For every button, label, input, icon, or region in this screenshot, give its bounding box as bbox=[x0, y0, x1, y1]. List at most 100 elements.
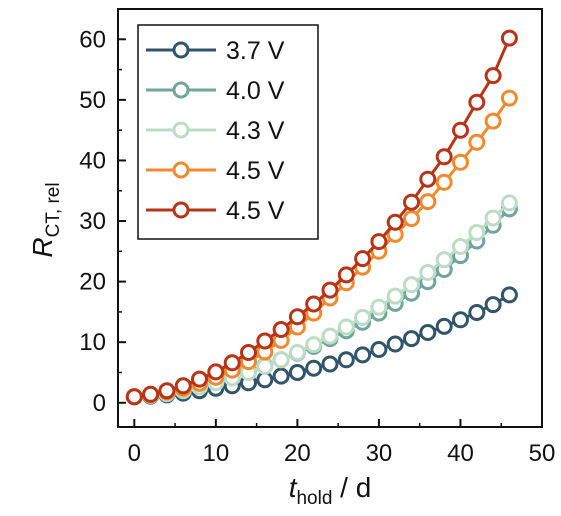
y-tick-label: 0 bbox=[93, 390, 106, 417]
legend-marker bbox=[172, 201, 190, 219]
axes-layer: 0 10 20 30 40 50 0 10 20 30 40 50 60 bbox=[79, 26, 555, 467]
legend-item-1: 3.7 V bbox=[146, 37, 285, 65]
y-tick-label: 20 bbox=[79, 269, 106, 296]
data-point bbox=[468, 304, 486, 321]
data-layer bbox=[125, 29, 518, 406]
data-point bbox=[191, 370, 208, 388]
data-point bbox=[468, 93, 486, 111]
y-tick-label: 30 bbox=[79, 208, 106, 235]
data-point bbox=[500, 194, 518, 212]
data-point bbox=[386, 213, 404, 231]
data-point bbox=[272, 367, 290, 385]
data-point bbox=[354, 346, 372, 364]
y-tick-label: 60 bbox=[79, 26, 106, 53]
data-point bbox=[174, 377, 192, 395]
data-point bbox=[452, 238, 469, 255]
legend-label: 4.5 V bbox=[226, 157, 285, 185]
data-point bbox=[500, 89, 518, 107]
legend-box bbox=[137, 24, 319, 240]
x-tick-label: 0 bbox=[128, 440, 141, 467]
data-point bbox=[386, 287, 404, 305]
data-point bbox=[223, 354, 241, 372]
y-axis-title-group: RCT, rel bbox=[27, 182, 64, 257]
y-axis-title: RCT, rel bbox=[27, 182, 64, 257]
plot-frame bbox=[117, 8, 543, 428]
legend-marker bbox=[172, 161, 190, 179]
x-tick-label: 40 bbox=[447, 440, 474, 467]
data-point bbox=[452, 311, 469, 329]
data-point bbox=[256, 332, 274, 350]
data-point bbox=[386, 335, 404, 353]
data-point bbox=[403, 330, 420, 348]
data-point bbox=[305, 295, 323, 313]
y-tick-label: 40 bbox=[79, 147, 106, 174]
data-point bbox=[370, 233, 388, 251]
data-point bbox=[337, 266, 355, 284]
data-point bbox=[142, 385, 160, 403]
x-tick-label: 10 bbox=[202, 440, 229, 467]
x-tick-label: 20 bbox=[284, 440, 311, 467]
legend-marker bbox=[172, 121, 190, 139]
data-point bbox=[419, 170, 437, 188]
legend-label: 4.5 V bbox=[226, 197, 285, 225]
data-point bbox=[468, 133, 486, 151]
data-point bbox=[419, 264, 437, 281]
data-point bbox=[419, 324, 437, 341]
data-point bbox=[435, 173, 453, 191]
data-point bbox=[321, 281, 339, 299]
legend-label: 4.3 V bbox=[226, 117, 285, 145]
data-point bbox=[500, 286, 518, 304]
data-point bbox=[452, 153, 469, 171]
legend-label: 3.7 V bbox=[226, 37, 285, 65]
data-point bbox=[288, 364, 306, 381]
data-point bbox=[125, 388, 143, 406]
data-point bbox=[272, 351, 290, 369]
legend: 3.7 V 4.0 V 4.3 V 4.5 V 4.5 V bbox=[137, 24, 319, 240]
data-point bbox=[158, 382, 176, 400]
data-point bbox=[403, 276, 420, 294]
data-point bbox=[305, 359, 323, 377]
data-point bbox=[370, 298, 388, 316]
legend-item-3: 4.3 V bbox=[146, 117, 285, 145]
legend-item-2: 4.0 V bbox=[146, 77, 285, 105]
data-point bbox=[484, 112, 502, 130]
legend-marker bbox=[172, 81, 190, 99]
data-point bbox=[321, 327, 339, 345]
data-point bbox=[337, 351, 355, 369]
series-5 bbox=[125, 29, 518, 406]
data-point bbox=[256, 357, 274, 375]
data-point bbox=[354, 250, 372, 268]
x-tick-label: 30 bbox=[366, 440, 393, 467]
data-point bbox=[435, 251, 453, 269]
data-point bbox=[305, 336, 323, 354]
data-point bbox=[370, 341, 388, 358]
data-point bbox=[435, 148, 453, 166]
data-point bbox=[337, 318, 355, 336]
legend-item-4: 4.5 V bbox=[146, 157, 285, 185]
data-point bbox=[272, 321, 290, 338]
data-point bbox=[419, 193, 437, 211]
data-point bbox=[484, 67, 502, 85]
y-tick-label: 10 bbox=[79, 329, 106, 356]
data-point bbox=[207, 363, 225, 381]
data-point bbox=[240, 344, 257, 361]
y-tick-label: 50 bbox=[79, 87, 106, 114]
data-point bbox=[500, 29, 518, 47]
legend-item-5: 4.5 V bbox=[146, 197, 285, 225]
x-axis-title: thold / d bbox=[289, 472, 372, 509]
legend-marker bbox=[172, 41, 190, 59]
data-point bbox=[354, 308, 372, 326]
data-point bbox=[321, 355, 339, 373]
data-point bbox=[435, 317, 453, 335]
data-point bbox=[403, 193, 420, 211]
x-tick-label: 50 bbox=[529, 440, 556, 467]
data-point bbox=[403, 210, 420, 228]
data-point bbox=[288, 308, 306, 326]
data-point bbox=[484, 209, 502, 227]
data-point bbox=[468, 224, 486, 241]
legend-label: 4.0 V bbox=[226, 77, 285, 105]
data-point bbox=[452, 121, 469, 139]
data-point bbox=[288, 344, 306, 361]
data-point bbox=[484, 296, 502, 314]
